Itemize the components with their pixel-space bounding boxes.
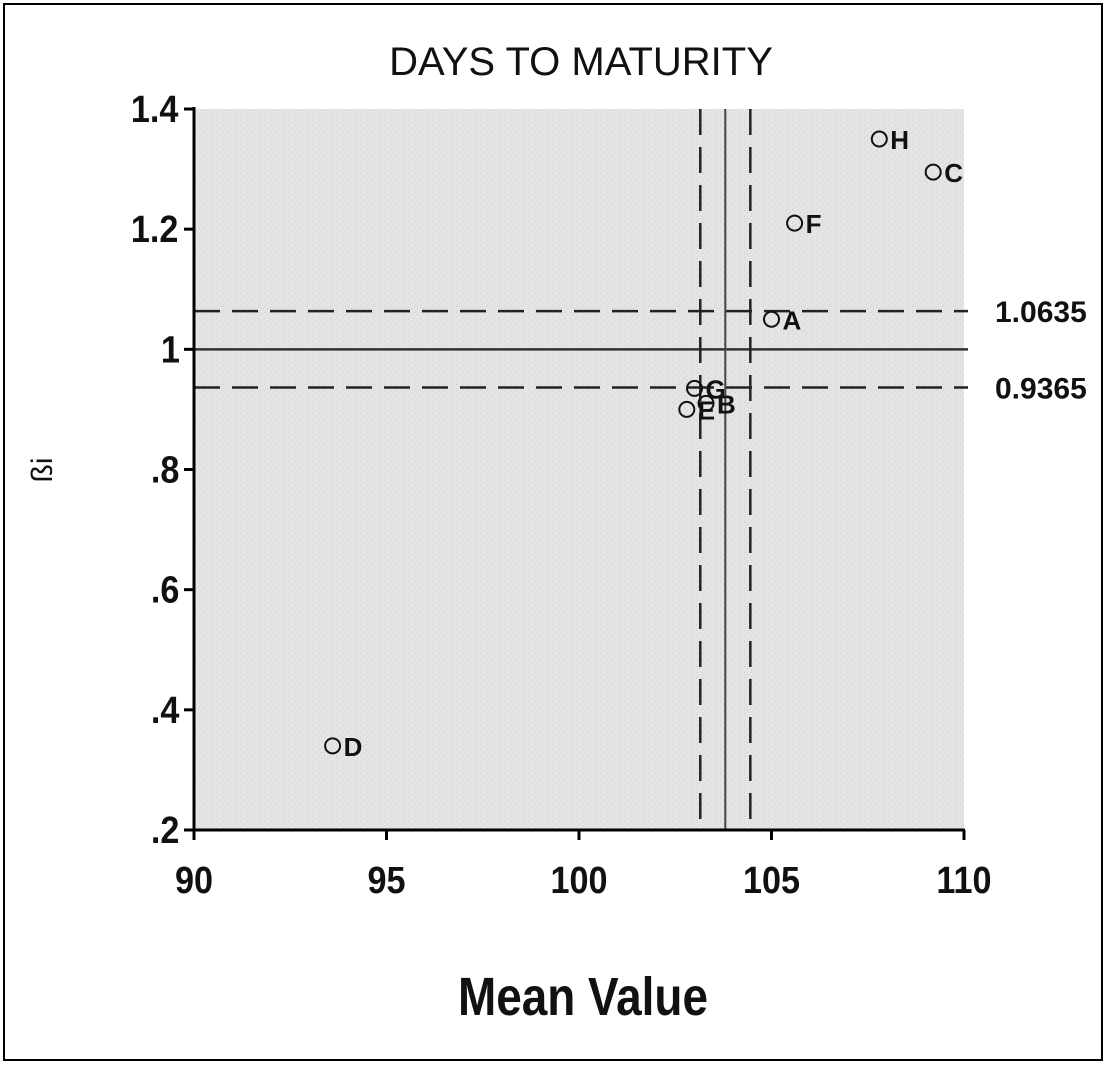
data-point-label: D bbox=[344, 732, 363, 762]
reference-lines: 1.0635 0.9365 bbox=[194, 109, 1087, 830]
chart-title: DAYS TO MATURITY bbox=[389, 40, 773, 84]
figure-frame: DAYS TO MATURITY 1.0635 0.9365 .2.4.6.8 1 1… bbox=[3, 3, 1103, 1061]
data-point-marker bbox=[678, 400, 696, 418]
y-tick-label: 1.2 bbox=[131, 207, 179, 250]
data-point-marker bbox=[786, 214, 804, 232]
data-point-marker bbox=[924, 163, 942, 181]
data-point-marker bbox=[324, 737, 342, 755]
y-tick-label: .8 bbox=[151, 448, 180, 491]
x-tick-label: 90 bbox=[175, 858, 213, 901]
data-point-label: H bbox=[890, 125, 909, 155]
y-tick-label: 1.4 bbox=[131, 87, 179, 130]
x-tick-label: 110 bbox=[936, 858, 991, 901]
data-point-label: A bbox=[783, 305, 802, 335]
reference-value-label: 0.9365 bbox=[995, 372, 1087, 405]
y-tick-label: .6 bbox=[151, 568, 180, 611]
axes: .2 .4 .6 .8 1 1.2 1.4 90 95 100 105 110 bbox=[131, 87, 992, 901]
x-axis-label: Mean Value bbox=[458, 967, 708, 1027]
data-point-label: E bbox=[698, 395, 715, 425]
data-point-label: C bbox=[944, 158, 963, 188]
y-tick-label: .4 bbox=[151, 688, 180, 731]
data-point-marker bbox=[870, 130, 888, 148]
data-point-label: B bbox=[717, 389, 736, 419]
data-point-label: F bbox=[806, 209, 822, 239]
x-tick-label: 105 bbox=[743, 858, 800, 901]
x-tick-label: 100 bbox=[550, 858, 607, 901]
reference-value-label: 1.0635 bbox=[995, 296, 1087, 329]
data-point-marker bbox=[686, 379, 703, 397]
plot-area bbox=[194, 109, 964, 830]
x-tick-label: 95 bbox=[367, 858, 405, 901]
data-point-marker bbox=[697, 394, 715, 412]
y-axis-label: ßi bbox=[26, 458, 59, 483]
y-tick-label: .2 bbox=[151, 808, 180, 851]
data-point-marker bbox=[763, 310, 780, 328]
y-tick-label: 1 bbox=[161, 328, 180, 371]
